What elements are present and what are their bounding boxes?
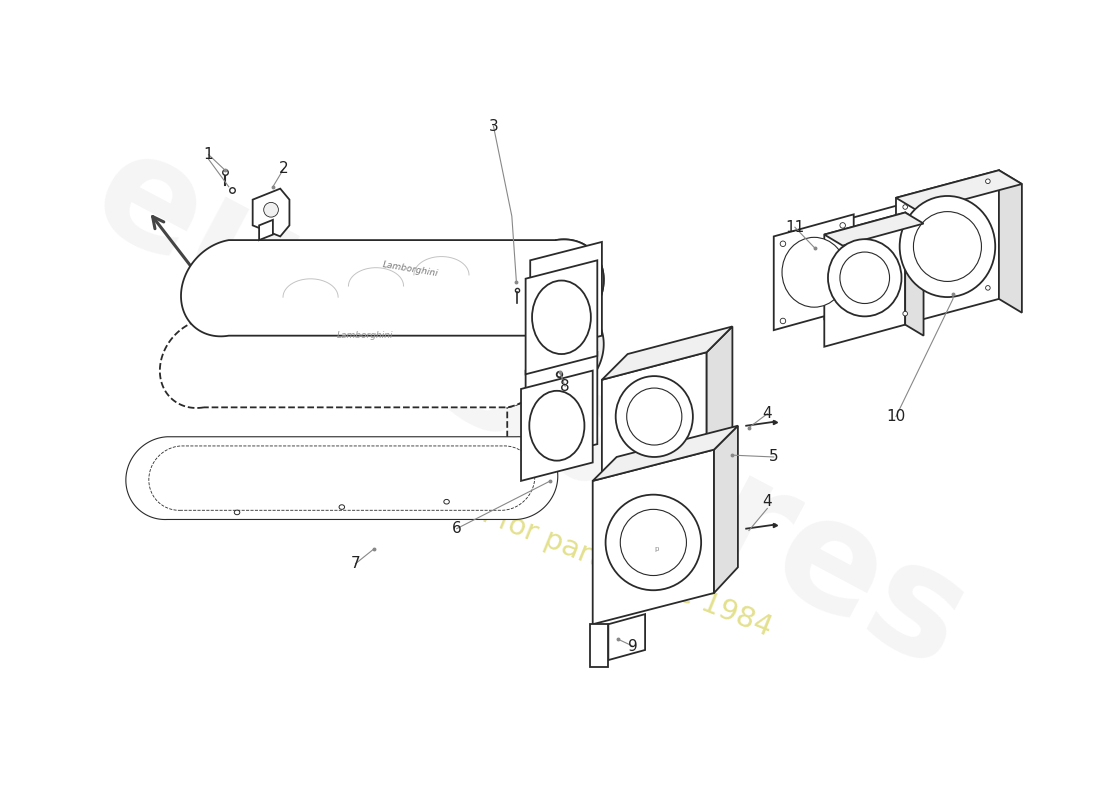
Polygon shape [556, 239, 604, 400]
Ellipse shape [900, 196, 996, 297]
Polygon shape [608, 614, 645, 660]
Polygon shape [824, 213, 924, 246]
Polygon shape [526, 352, 597, 462]
Ellipse shape [234, 510, 240, 514]
Ellipse shape [840, 252, 890, 303]
Polygon shape [706, 326, 733, 455]
Ellipse shape [782, 238, 846, 307]
Text: 8: 8 [560, 378, 570, 394]
Polygon shape [160, 318, 551, 408]
Ellipse shape [828, 239, 902, 316]
Text: p: p [653, 546, 658, 552]
Ellipse shape [780, 318, 785, 324]
Text: a passion for parts since 1984: a passion for parts since 1984 [358, 451, 777, 642]
Ellipse shape [339, 505, 344, 510]
Ellipse shape [840, 298, 846, 303]
Polygon shape [521, 370, 593, 481]
Polygon shape [182, 239, 604, 336]
Text: 7: 7 [351, 556, 361, 571]
Text: 10: 10 [887, 409, 905, 424]
Ellipse shape [443, 499, 449, 504]
Polygon shape [905, 213, 924, 336]
Polygon shape [260, 220, 273, 240]
Polygon shape [593, 450, 714, 624]
Polygon shape [824, 213, 905, 346]
Ellipse shape [627, 388, 682, 445]
Polygon shape [253, 189, 289, 237]
Ellipse shape [986, 179, 990, 183]
Polygon shape [999, 170, 1022, 313]
Ellipse shape [529, 391, 584, 461]
Ellipse shape [532, 281, 591, 354]
Ellipse shape [264, 202, 278, 217]
Ellipse shape [833, 227, 896, 295]
Polygon shape [602, 326, 733, 380]
Text: 6: 6 [452, 521, 462, 536]
Ellipse shape [780, 241, 785, 246]
Text: Lamborghini: Lamborghini [382, 260, 439, 278]
Polygon shape [590, 624, 608, 666]
Polygon shape [526, 260, 597, 374]
Polygon shape [530, 242, 602, 354]
Text: 4: 4 [762, 406, 772, 422]
Text: eurospares: eurospares [69, 117, 992, 702]
Ellipse shape [606, 494, 701, 590]
Ellipse shape [903, 311, 907, 316]
Polygon shape [824, 203, 905, 319]
Text: 4: 4 [762, 494, 772, 509]
Ellipse shape [620, 510, 686, 575]
Text: 5: 5 [769, 450, 779, 465]
Text: 1: 1 [204, 147, 213, 162]
Polygon shape [714, 426, 738, 593]
Text: Lamborghini: Lamborghini [337, 331, 393, 340]
Polygon shape [593, 426, 738, 481]
Ellipse shape [986, 286, 990, 290]
Polygon shape [896, 170, 999, 326]
Polygon shape [896, 170, 1022, 212]
Polygon shape [773, 214, 854, 330]
Polygon shape [125, 437, 558, 519]
Polygon shape [507, 318, 551, 467]
Ellipse shape [903, 205, 907, 210]
Text: 11: 11 [785, 220, 804, 234]
Text: 3: 3 [488, 118, 498, 134]
Ellipse shape [840, 222, 846, 228]
Polygon shape [602, 352, 706, 482]
Text: 2: 2 [279, 161, 288, 176]
Ellipse shape [913, 212, 981, 282]
Ellipse shape [616, 376, 693, 457]
Text: 9: 9 [628, 638, 638, 654]
